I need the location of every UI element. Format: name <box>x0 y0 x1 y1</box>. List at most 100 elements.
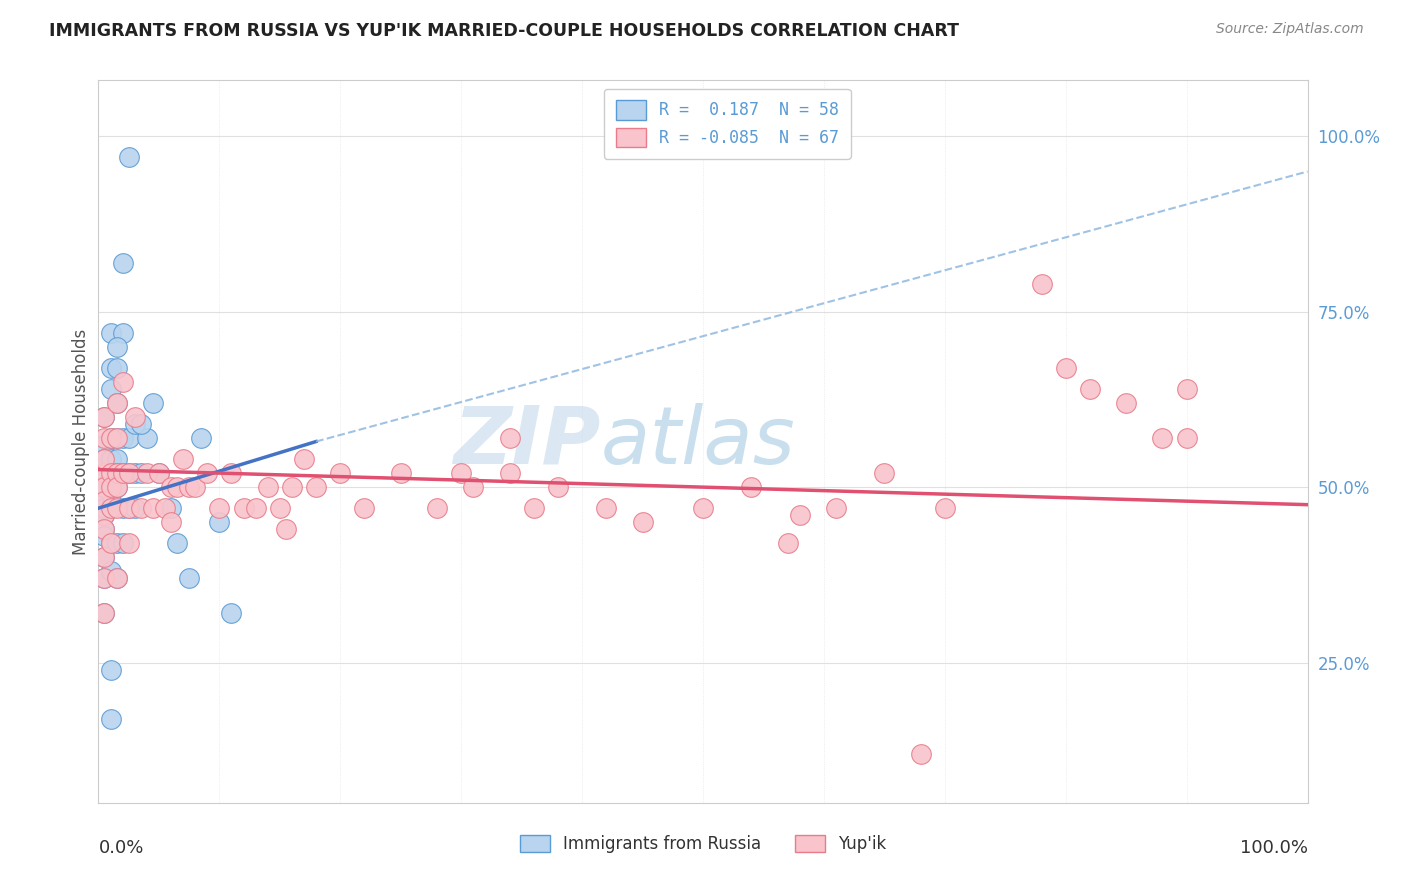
Point <box>111 326 134 340</box>
Point <box>118 501 141 516</box>
Point <box>595 501 617 516</box>
Point <box>100 501 122 516</box>
Point <box>789 508 811 523</box>
Point <box>142 396 165 410</box>
Point <box>93 494 115 508</box>
Point <box>111 375 134 389</box>
Point <box>105 480 128 494</box>
Point <box>100 466 122 480</box>
Point <box>105 360 128 375</box>
Point <box>111 255 134 269</box>
Point <box>93 494 115 508</box>
Point <box>179 571 201 585</box>
Point <box>118 151 141 165</box>
Point <box>190 431 212 445</box>
Point <box>100 536 122 550</box>
Point <box>1115 396 1137 410</box>
Point <box>111 466 134 480</box>
Point <box>105 396 128 410</box>
Point <box>124 409 146 424</box>
Point <box>105 466 128 480</box>
Point <box>93 550 115 565</box>
Text: Source: ZipAtlas.com: Source: ZipAtlas.com <box>1216 22 1364 37</box>
Text: ZIP: ZIP <box>453 402 600 481</box>
Point <box>498 431 520 445</box>
Point <box>105 431 128 445</box>
Point <box>281 480 304 494</box>
Point <box>208 515 231 529</box>
Point <box>232 501 254 516</box>
Point <box>129 417 152 431</box>
Point <box>129 501 152 516</box>
Point <box>118 536 141 550</box>
Point <box>160 480 183 494</box>
Point <box>93 480 115 494</box>
Point <box>100 564 122 578</box>
Point <box>825 501 848 516</box>
Point <box>100 487 122 501</box>
Point <box>1078 382 1101 396</box>
Text: atlas: atlas <box>600 402 794 481</box>
Point <box>100 480 122 494</box>
Point <box>93 466 115 480</box>
Point <box>776 536 799 550</box>
Point <box>873 466 896 480</box>
Point <box>426 501 449 516</box>
Point <box>463 480 485 494</box>
Text: 100.0%: 100.0% <box>1240 838 1308 857</box>
Point <box>498 466 520 480</box>
Point <box>93 501 115 516</box>
Point <box>105 396 128 410</box>
Point <box>93 571 115 585</box>
Point <box>100 452 122 467</box>
Point <box>160 501 183 516</box>
Point <box>389 466 412 480</box>
Point <box>118 501 141 516</box>
Point <box>148 466 170 480</box>
Point <box>93 452 115 467</box>
Point <box>208 501 231 516</box>
Point <box>93 508 115 523</box>
Point <box>100 360 122 375</box>
Point <box>166 536 188 550</box>
Point <box>195 466 218 480</box>
Point <box>100 712 122 726</box>
Point <box>93 522 115 536</box>
Point <box>1031 277 1053 291</box>
Text: 0.0%: 0.0% <box>98 838 143 857</box>
Point <box>135 466 157 480</box>
Point <box>105 431 128 445</box>
Point <box>93 607 115 621</box>
Point <box>692 501 714 516</box>
Point <box>93 522 115 536</box>
Point <box>93 438 115 452</box>
Point <box>1175 382 1198 396</box>
Point <box>274 522 297 536</box>
Point <box>93 571 115 585</box>
Point <box>100 431 122 445</box>
Point <box>124 417 146 431</box>
Point <box>1054 360 1077 375</box>
Point <box>93 607 115 621</box>
Point <box>105 466 128 480</box>
Point <box>166 480 188 494</box>
Point <box>179 480 201 494</box>
Point <box>129 466 152 480</box>
Point <box>353 501 375 516</box>
Point <box>100 326 122 340</box>
Point <box>100 536 122 550</box>
Point <box>93 409 115 424</box>
Point <box>256 480 278 494</box>
Point <box>93 480 115 494</box>
Point <box>740 480 762 494</box>
Point <box>100 663 122 677</box>
Point <box>105 571 128 585</box>
Point <box>111 431 134 445</box>
Point <box>105 501 128 516</box>
Point <box>100 382 122 396</box>
Y-axis label: Married-couple Households: Married-couple Households <box>72 328 90 555</box>
Point <box>105 571 128 585</box>
Point <box>105 452 128 467</box>
Point <box>292 452 315 467</box>
Point <box>910 747 932 761</box>
